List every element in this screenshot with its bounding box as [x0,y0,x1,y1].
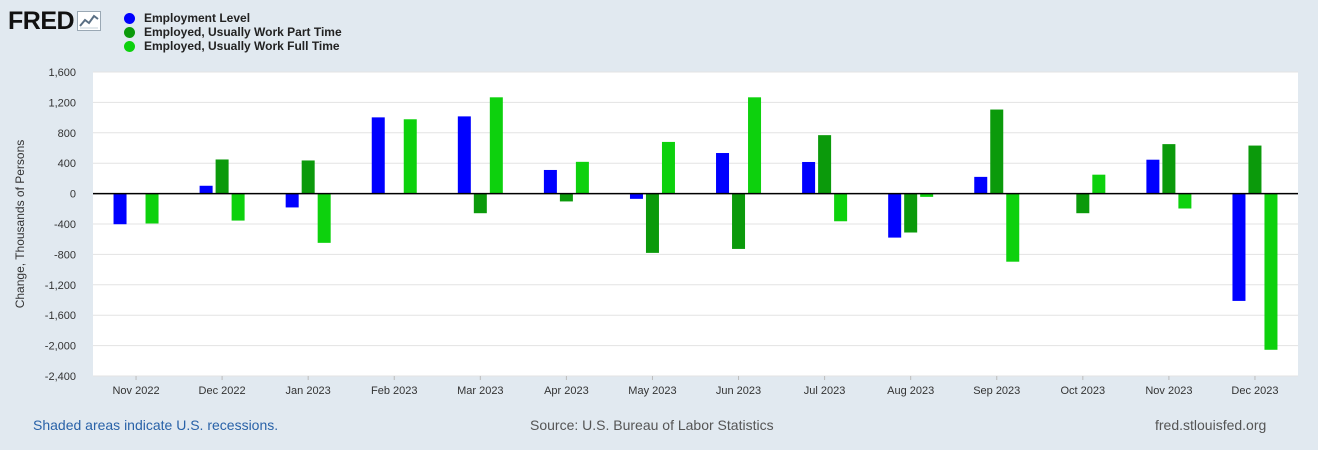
bar-part-time-9[interactable] [904,193,918,233]
y-tick-label: -1,600 [45,310,76,322]
bar-employment-level-8[interactable] [802,161,816,194]
bar-part-time-6[interactable] [645,193,659,253]
bar-part-time-12[interactable] [1162,144,1176,194]
y-axis-label: Change, Thousands of Persons [13,140,27,309]
bar-part-time-13[interactable] [1248,145,1262,194]
line-chart-icon [77,11,102,31]
x-tick-label: Nov 2023 [1145,385,1192,397]
bar-part-time-10[interactable] [990,109,1004,194]
bar-part-time-2[interactable] [301,160,315,194]
x-tick-label: Dec 2023 [1231,385,1278,397]
site-link[interactable]: fred.stlouisfed.org [1155,417,1267,433]
y-tick-label: -2,400 [45,371,76,383]
bar-full-time-5[interactable] [575,161,589,194]
bars [113,97,1278,350]
bar-employment-level-6[interactable] [629,193,643,199]
bar-chart: 1,600 1,200 800 400 0 -400 -800 -1,200 -1,600 -2,… [13,67,1298,397]
legend-item-part-time[interactable]: Employed, Usually Work Part Time [124,25,342,39]
y-tick-label: -800 [54,249,76,261]
bar-full-time-11[interactable] [1092,174,1106,194]
bar-full-time-2[interactable] [317,193,331,243]
bar-full-time-0[interactable] [145,193,159,224]
legend-item-full-time[interactable]: Employed, Usually Work Full Time [124,39,342,53]
bar-employment-level-1[interactable] [199,185,213,194]
bar-part-time-8[interactable] [818,135,832,194]
bar-part-time-5[interactable] [559,193,573,202]
bar-employment-level-5[interactable] [543,169,557,194]
legend-swatch [124,40,135,52]
bar-part-time-1[interactable] [215,159,229,194]
y-tick-label: 800 [58,128,76,140]
bar-employment-level-7[interactable] [716,153,730,194]
bar-employment-level-2[interactable] [285,193,299,208]
y-tick-label: 0 [70,189,76,201]
x-tick-label: Feb 2023 [371,385,417,397]
legend-label: Employed, Usually Work Part Time [144,25,342,39]
x-tick-label: Sep 2023 [973,385,1020,397]
x-tick-label: May 2023 [628,385,676,397]
y-tick-label: 1,600 [48,67,76,79]
bar-employment-level-9[interactable] [888,193,902,238]
chart-legend: Employment Level Employed, Usually Work … [124,11,342,53]
bar-employment-level-13[interactable] [1232,193,1246,301]
bar-part-time-4[interactable] [473,193,487,214]
y-tick-label: -2,000 [45,341,76,353]
x-tick-label: Jan 2023 [286,385,331,397]
x-tick-label: Oct 2023 [1061,385,1106,397]
x-tick-label: Mar 2023 [457,385,503,397]
fred-logo[interactable]: FRED [8,6,102,36]
legend-label: Employed, Usually Work Full Time [144,39,340,53]
fred-logo-text: FRED [8,6,75,35]
bar-full-time-10[interactable] [1006,193,1020,262]
y-tick-label: 400 [58,158,76,170]
axes: 1,600 1,200 800 400 0 -400 -800 -1,200 -1,600 -2,… [45,67,1298,397]
y-tick-label: -400 [54,219,76,231]
legend-swatch [124,12,135,24]
bar-full-time-3[interactable] [403,119,417,194]
source-text: Source: U.S. Bureau of Labor Statistics [530,417,774,433]
bar-employment-level-0[interactable] [113,193,127,225]
bar-employment-level-12[interactable] [1146,159,1160,194]
x-tick-label: Jun 2023 [716,385,761,397]
bar-full-time-13[interactable] [1264,193,1278,350]
x-tick-label: Aug 2023 [887,385,934,397]
x-tick-label: Dec 2022 [199,385,246,397]
bar-employment-level-4[interactable] [457,116,471,194]
bar-part-time-7[interactable] [732,193,746,249]
bar-full-time-7[interactable] [748,97,762,194]
bar-full-time-1[interactable] [231,193,245,221]
x-tick-label: Jul 2023 [804,385,846,397]
bar-full-time-8[interactable] [834,193,848,222]
bar-full-time-12[interactable] [1178,193,1192,209]
legend-swatch [124,26,135,38]
x-tick-label: Apr 2023 [544,385,589,397]
legend-item-employment-level[interactable]: Employment Level [124,11,342,25]
bar-full-time-6[interactable] [661,141,675,194]
bar-full-time-4[interactable] [489,97,503,194]
bar-employment-level-10[interactable] [974,176,988,194]
x-tick-label: Nov 2022 [112,385,159,397]
bar-employment-level-3[interactable] [371,117,385,194]
bar-full-time-9[interactable] [920,193,934,197]
y-tick-label: -1,200 [45,280,76,292]
y-tick-label: 1,200 [48,97,76,109]
bar-part-time-11[interactable] [1076,193,1090,214]
legend-label: Employment Level [144,11,251,25]
recessions-link[interactable]: Shaded areas indicate U.S. recessions. [33,417,279,433]
